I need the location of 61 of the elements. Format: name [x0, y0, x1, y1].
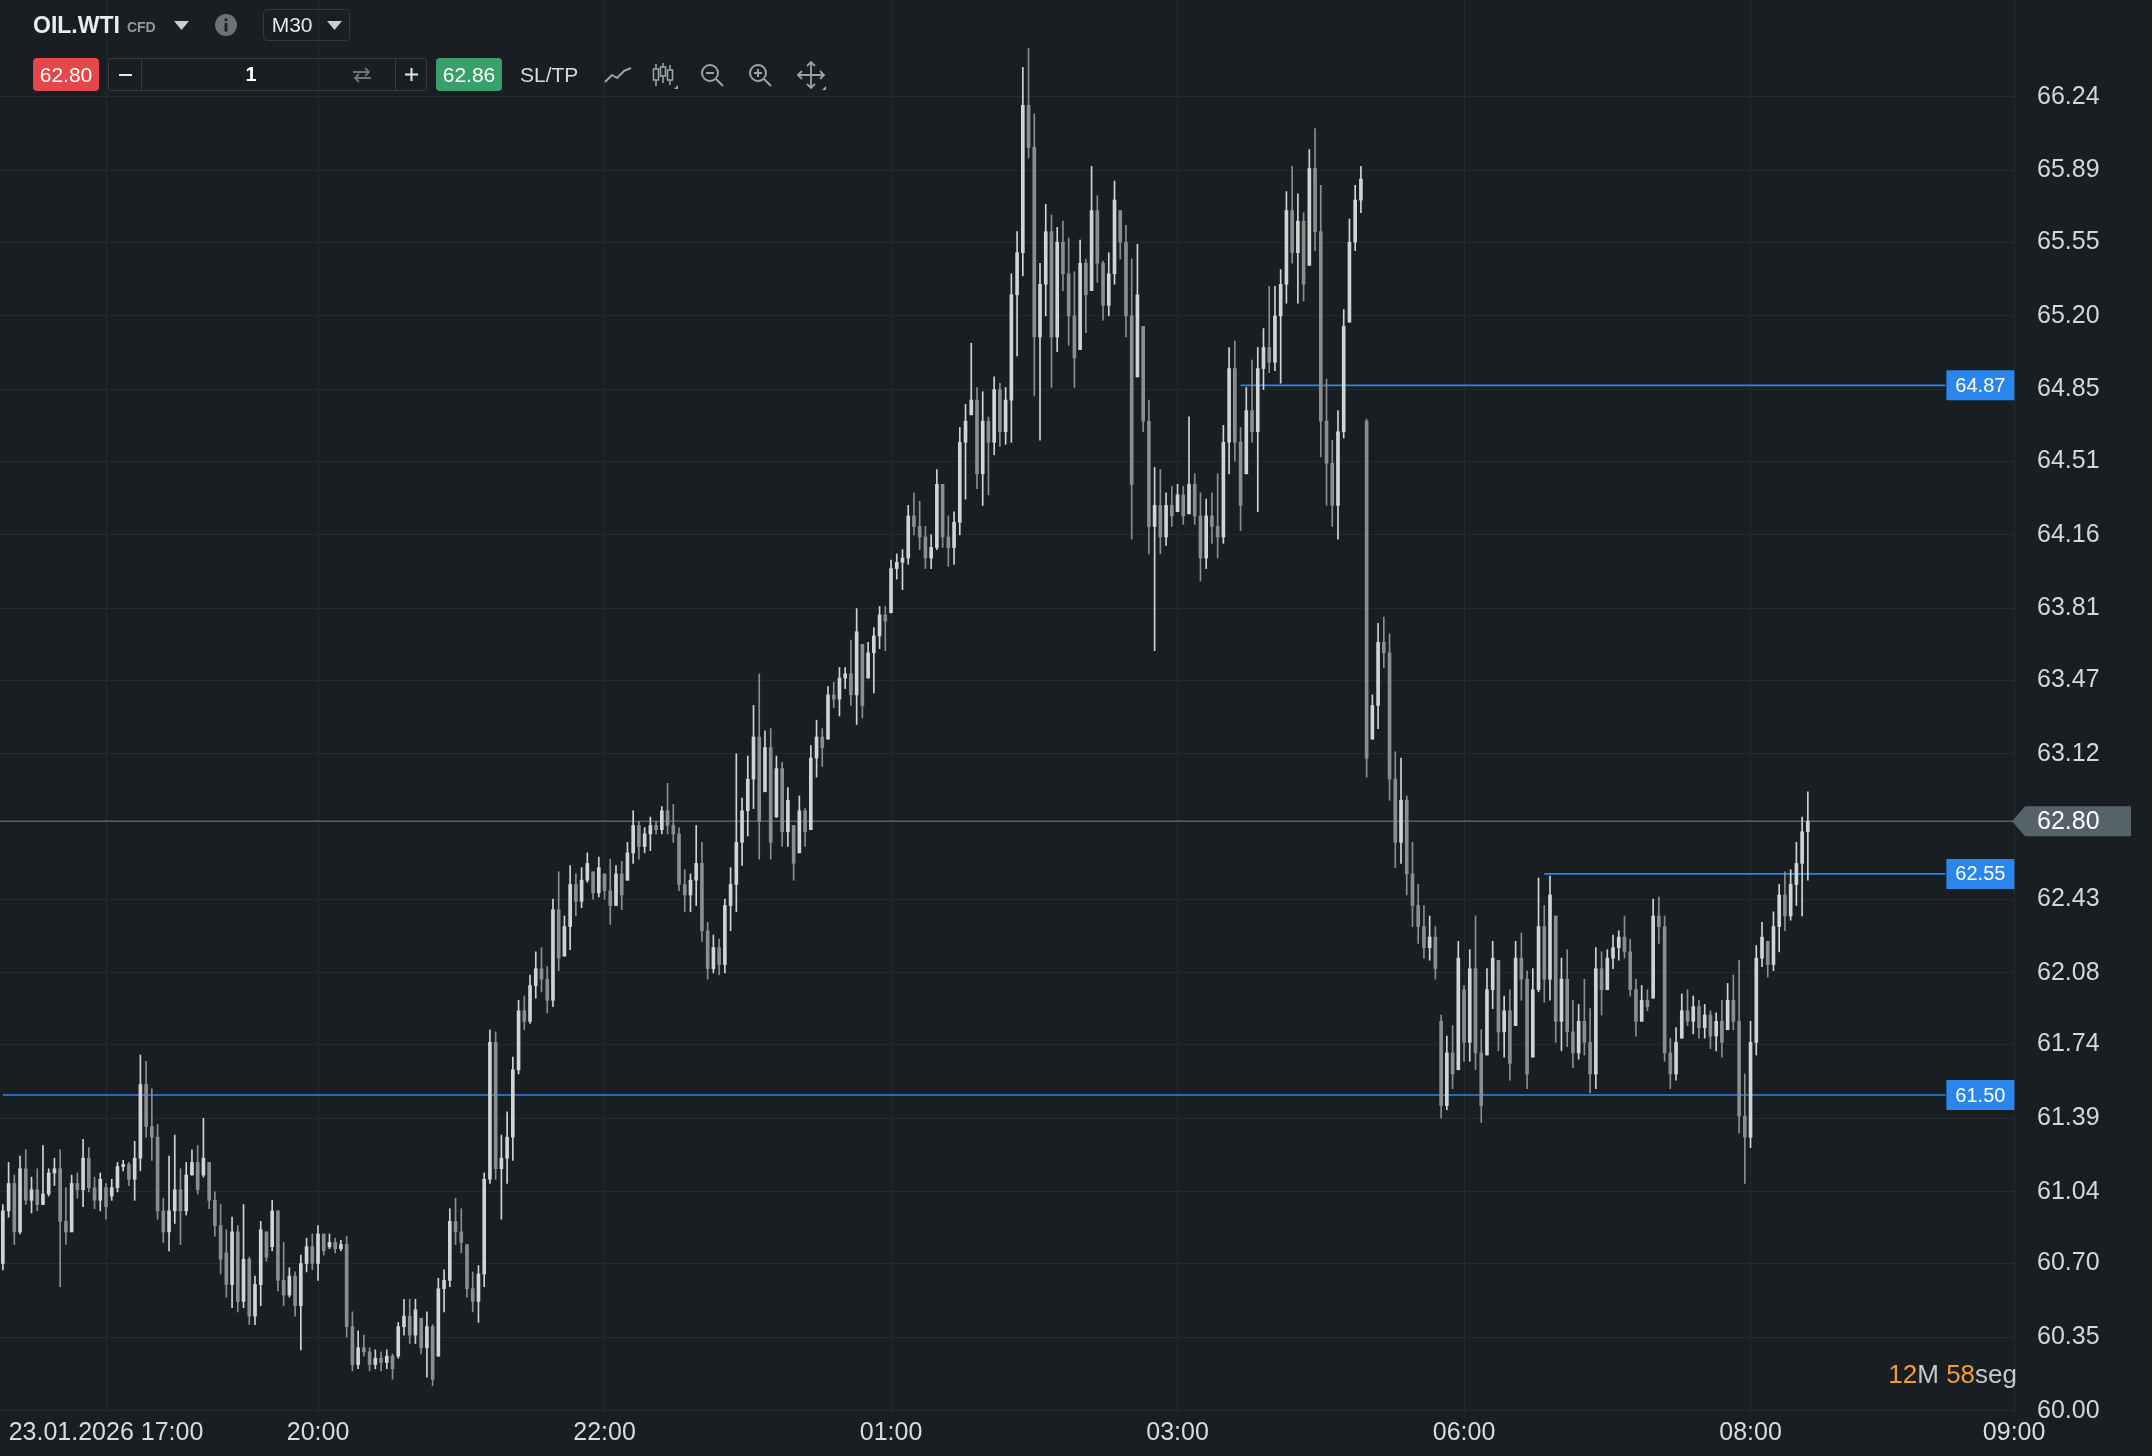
x-tick-label: 23.01.2026 17:00 [8, 1416, 204, 1445]
timeframe-dropdown: M30 [262, 9, 350, 41]
data-label: 64.87 [1955, 373, 2006, 396]
y-tick-label: 66.24 [2037, 80, 2100, 109]
y-tick-label: 63.12 [2037, 737, 2100, 766]
candlestick [682, 869, 687, 913]
candlestick [883, 606, 888, 652]
y-tick-label: 61.74 [2037, 1028, 2100, 1057]
data-label: 61.50 [1955, 1083, 2006, 1106]
candlestick [442, 1269, 446, 1313]
x-tick-label: 03:00 [1146, 1416, 1209, 1445]
y-tick-label: 60.35 [2037, 1321, 2100, 1350]
buy-button: 62.86 [436, 58, 502, 91]
candlestick [459, 1208, 464, 1254]
y-tick-label: 64.16 [2037, 518, 2100, 547]
candlestick [872, 627, 876, 694]
y-tick-label: 63.81 [2037, 592, 2100, 621]
x-tick-label: 01:00 [859, 1416, 923, 1445]
x-tick-label: 06:00 [1432, 1416, 1496, 1445]
candlestick [608, 858, 613, 925]
candlestick [912, 492, 916, 536]
ref-line-label: 62.80 [2037, 806, 2100, 835]
candlestick [172, 1134, 177, 1224]
candlestick [150, 1088, 154, 1161]
candlestick [694, 825, 699, 906]
candlestick [64, 1187, 68, 1245]
y-tick-label: 64.85 [2037, 373, 2100, 402]
text: OIL.WTI [33, 11, 120, 40]
y-tick-label: 60.70 [2037, 1247, 2100, 1276]
candlestick [1742, 1073, 1747, 1184]
annotation: 1 [244, 62, 258, 87]
data-label: 62.55 [1955, 862, 2006, 885]
annotation: 12M 58seg [1888, 1359, 2017, 1389]
annotation: M30 [271, 13, 313, 37]
y-tick-label: 61.39 [2037, 1102, 2100, 1131]
candlestick [1210, 492, 1214, 544]
sell-button: 62.80 [33, 58, 99, 91]
quantity-field: 1 [108, 58, 427, 91]
y-tick-label: 65.20 [2037, 299, 2100, 328]
x-tick-label: 22:00 [573, 1416, 636, 1445]
candlestick [1657, 896, 1661, 944]
y-tick-label: 63.47 [2037, 664, 2100, 693]
candlestick [969, 342, 974, 416]
x-tick-label: 20:00 [286, 1416, 350, 1445]
x-tick-label: 08:00 [1719, 1416, 1782, 1445]
candlestick [167, 1155, 171, 1252]
candlestick [1806, 791, 1810, 881]
y-tick-label: 64.51 [2037, 445, 2100, 474]
y-tick-label: 62.08 [2037, 956, 2100, 985]
y-tick-label: 61.04 [2037, 1175, 2100, 1204]
y-tick-label: 65.55 [2037, 226, 2100, 255]
annotation: SL/TP [520, 62, 579, 87]
text: CFD [126, 18, 156, 36]
candlestick [1267, 286, 1272, 374]
candlestick [917, 500, 922, 550]
y-tick-label: 62.43 [2037, 883, 2100, 912]
candlestick [671, 804, 676, 843]
y-tick-label: 60.00 [2037, 1394, 2100, 1423]
candlestick [41, 1145, 45, 1205]
y-tick-label: 65.89 [2037, 154, 2100, 183]
candlestick [1381, 616, 1386, 668]
